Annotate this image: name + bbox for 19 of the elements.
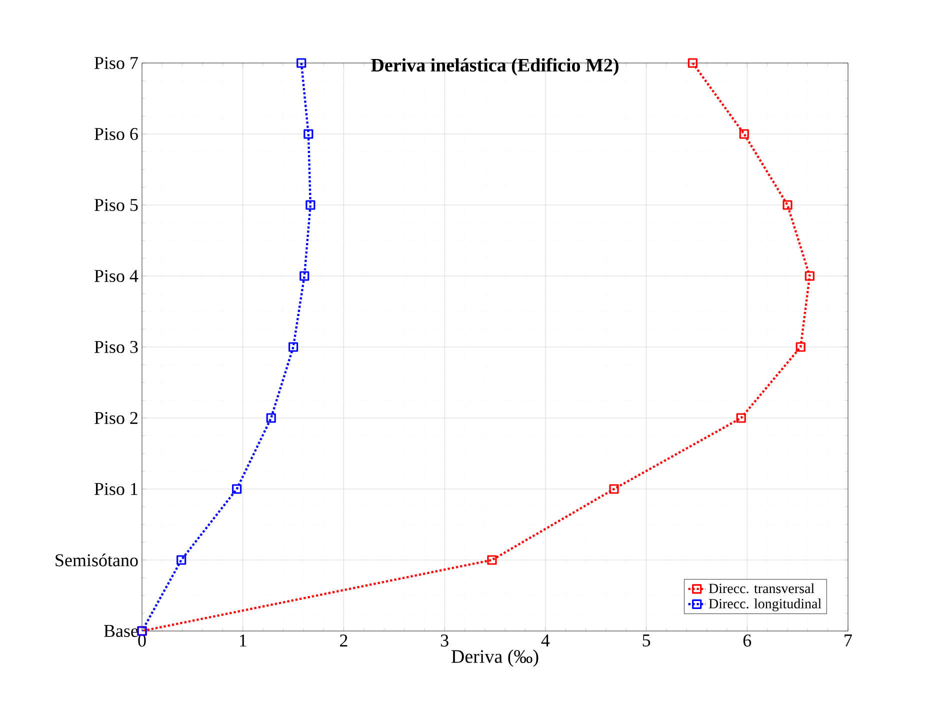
y-tick-label: Piso 4 [94,270,138,282]
y-tick-label: Piso 5 [94,198,138,212]
x-tick-label: 1 [240,634,246,646]
legend-label: Direcc. transversal [708,583,814,594]
x-tick-label: 5 [642,634,650,646]
y-tick-label: Piso 1 [94,482,138,496]
y-tick-label: Semisótano [56,554,138,566]
x-tick-label: 6 [743,634,752,647]
y-tick-label: Piso 7 [94,56,138,70]
y-tick-label: Piso 2 [94,412,138,424]
x-tick-label: 7 [844,634,852,646]
y-tick-label: Piso 6 [94,128,138,140]
y-tick-label: Piso 3 [94,340,138,354]
x-tick-label: 3 [440,634,448,647]
chart-title: Deriva inelástica (Edificio M2) [371,58,618,76]
x-axis-title: Deriva (‰) [452,650,538,667]
legend-label: Direcc. longitudinal [708,598,822,612]
x-tick-label: 2 [340,634,348,646]
x-tick-label: 4 [541,634,550,646]
